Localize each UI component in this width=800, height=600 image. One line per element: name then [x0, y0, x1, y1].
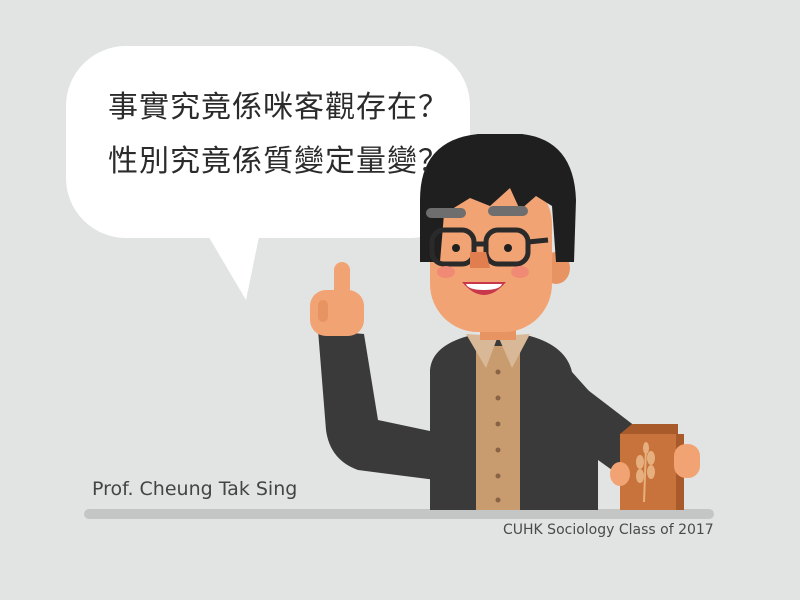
class-caption: CUHK Sociology Class of 2017 — [503, 522, 714, 538]
raised-arm — [318, 330, 444, 480]
speech-line-2: 性別究竟係質變定量變？ — [108, 144, 449, 179]
ground-line — [84, 509, 714, 519]
speech-line-1: 事實究竟係咪客觀存在？ — [108, 90, 449, 125]
shirt-collar — [466, 334, 498, 368]
holding-hand — [674, 444, 700, 478]
head — [420, 134, 576, 332]
shirt-buttons — [495, 369, 501, 503]
hair — [420, 134, 576, 262]
professor-character — [310, 134, 700, 510]
speech-bubble — [66, 46, 470, 300]
professor-name-caption: Prof. Cheung Tak Sing — [92, 478, 298, 500]
glasses — [429, 227, 549, 267]
pointing-hand — [310, 262, 364, 336]
